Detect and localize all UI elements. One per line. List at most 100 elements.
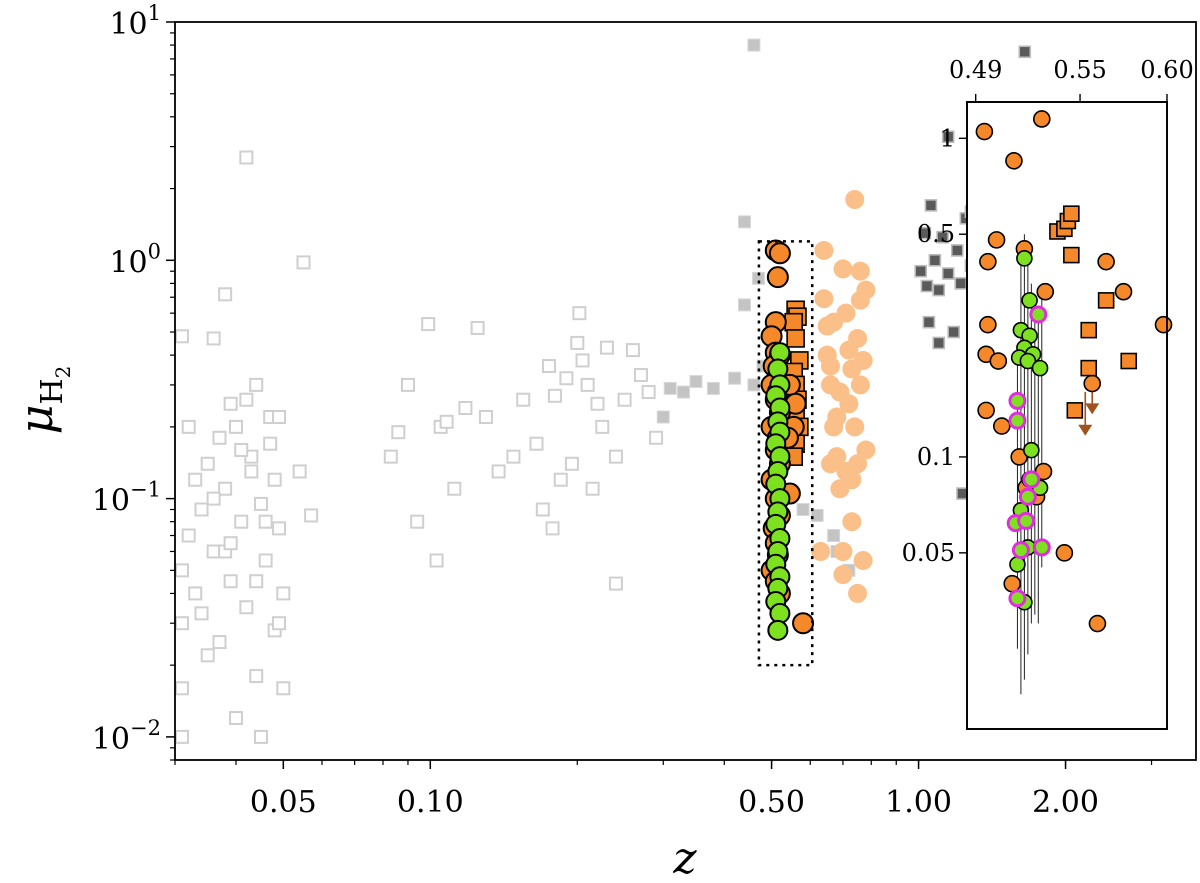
data-point-open-squares <box>244 464 259 479</box>
data-point-dark-squares <box>941 130 955 144</box>
data-point-open-squares <box>253 729 268 744</box>
inset-magenta-ring-circle <box>1022 470 1041 489</box>
data-point-open-squares <box>580 377 595 392</box>
data-point-open-squares <box>239 600 254 615</box>
inset-y-tick-label: 1 <box>940 124 955 152</box>
data-point-light-orange-circles <box>839 394 859 414</box>
data-point-gray-squares <box>706 381 720 395</box>
data-point-open-squares <box>470 320 485 335</box>
y-label-sub: H <box>35 378 70 404</box>
main-plot-marks <box>174 38 1120 744</box>
inset-orange-circle <box>1005 151 1023 170</box>
data-point-open-squares <box>641 385 656 400</box>
data-point-light-orange-circles <box>850 261 870 281</box>
inset-upper-limit-arrow <box>1085 403 1100 415</box>
inset-orange-circle <box>1088 614 1107 633</box>
data-point-open-squares <box>649 430 664 445</box>
data-point-light-orange-circles <box>845 189 865 209</box>
data-point-light-orange-circles <box>856 440 876 460</box>
data-point-light-orange-circles <box>848 328 868 348</box>
data-point-gray-squares <box>737 215 751 229</box>
y-axis-ticks: 10−2 10−1 100 101 <box>92 1 175 761</box>
data-point-open-squares <box>439 414 454 429</box>
data-point-dark-squares <box>918 226 932 240</box>
data-point-open-squares <box>223 536 238 551</box>
data-point-open-squares <box>218 481 233 496</box>
data-point-open-squares <box>276 586 291 601</box>
inset-orange-circle <box>1097 252 1115 271</box>
inset-orange-circle <box>987 231 1006 249</box>
data-point-open-squares <box>599 340 614 355</box>
data-point-open-squares <box>559 371 574 386</box>
data-point-open-squares <box>421 317 436 332</box>
data-point-open-squares <box>218 287 233 302</box>
data-point-open-squares <box>272 410 287 425</box>
inset-magenta-ring-circle <box>1008 411 1027 430</box>
inset-green-circle <box>1009 556 1026 573</box>
data-point-open-squares <box>304 508 319 523</box>
data-point-open-squares <box>174 329 189 344</box>
data-point-open-squares <box>239 150 254 165</box>
data-point-open-squares <box>429 553 444 568</box>
data-point-open-squares <box>212 430 227 445</box>
inset-orange-circle <box>989 352 1008 370</box>
data-point-open-squares <box>223 574 238 589</box>
inset-orange-circle <box>975 122 994 141</box>
inset-orange-square <box>1063 246 1080 264</box>
data-point-open-squares <box>617 392 632 407</box>
data-point-light-orange-circles <box>856 280 876 300</box>
inset-orange-circle <box>979 315 997 334</box>
data-point-gray-squares <box>747 38 761 52</box>
data-point-open-squares <box>410 514 425 529</box>
inset-x-tick-label: 0.49 <box>949 56 1002 84</box>
data-point-open-squares <box>174 681 189 696</box>
data-point-light-orange-circles <box>850 375 870 395</box>
data-point-orange-squares <box>784 312 804 332</box>
data-point-open-squares <box>535 502 550 517</box>
y-axis-label: μH2 <box>9 366 75 435</box>
data-point-gray-squares <box>689 375 703 389</box>
data-point-open-squares <box>541 359 556 374</box>
data-point-light-orange-circles <box>833 259 853 279</box>
data-point-light-orange-circles <box>820 454 840 474</box>
data-point-dark-squares <box>932 283 946 297</box>
data-point-dark-squares <box>914 264 927 278</box>
data-point-open-squares <box>206 331 221 346</box>
svg-text:μH2: μH2 <box>9 366 75 435</box>
data-point-dark-squares <box>936 230 949 244</box>
data-point-gray-squares <box>751 271 765 285</box>
inset-y-tick-label: 0.05 <box>902 539 955 567</box>
data-point-open-squares <box>188 586 203 601</box>
data-point-gray-squares <box>827 529 841 543</box>
inset-magenta-ring-circle <box>1011 541 1030 560</box>
data-point-gray-squares <box>737 298 751 312</box>
inset-orange-circle <box>1055 544 1074 562</box>
data-point-open-squares <box>200 456 215 471</box>
data-point-light-orange-circles <box>811 541 831 561</box>
data-point-open-squares <box>234 442 249 457</box>
inset-magenta-ring-circle <box>1032 538 1051 557</box>
data-point-open-squares <box>263 436 278 451</box>
inset-orange-circle <box>1154 315 1173 334</box>
data-point-open-squares <box>272 616 287 631</box>
inset-magenta-ring-circle <box>1008 391 1027 410</box>
x-tick-label: 2.00 <box>1032 785 1099 820</box>
data-point-open-squares <box>188 472 203 487</box>
inset-orange-square <box>1080 321 1098 339</box>
inset-orange-square <box>1097 292 1115 309</box>
data-point-dark-squares <box>920 279 934 293</box>
data-point-open-squares <box>447 481 462 496</box>
inset-green-circle <box>1021 292 1038 309</box>
data-point-orange-circles <box>766 266 789 289</box>
x-axis-label: z <box>672 833 697 883</box>
x-axis-ticks: 0.05 0.10 0.50 1.00 2.00 <box>174 760 1153 820</box>
data-point-open-squares <box>383 449 398 464</box>
data-point-dark-squares <box>941 267 955 280</box>
data-point-open-squares <box>223 396 238 411</box>
zoom-region-box <box>757 240 814 667</box>
data-point-open-squares <box>545 521 560 536</box>
data-point-dark-squares <box>1018 45 1032 59</box>
data-point-open-squares <box>575 353 590 368</box>
data-point-open-squares <box>249 669 264 684</box>
